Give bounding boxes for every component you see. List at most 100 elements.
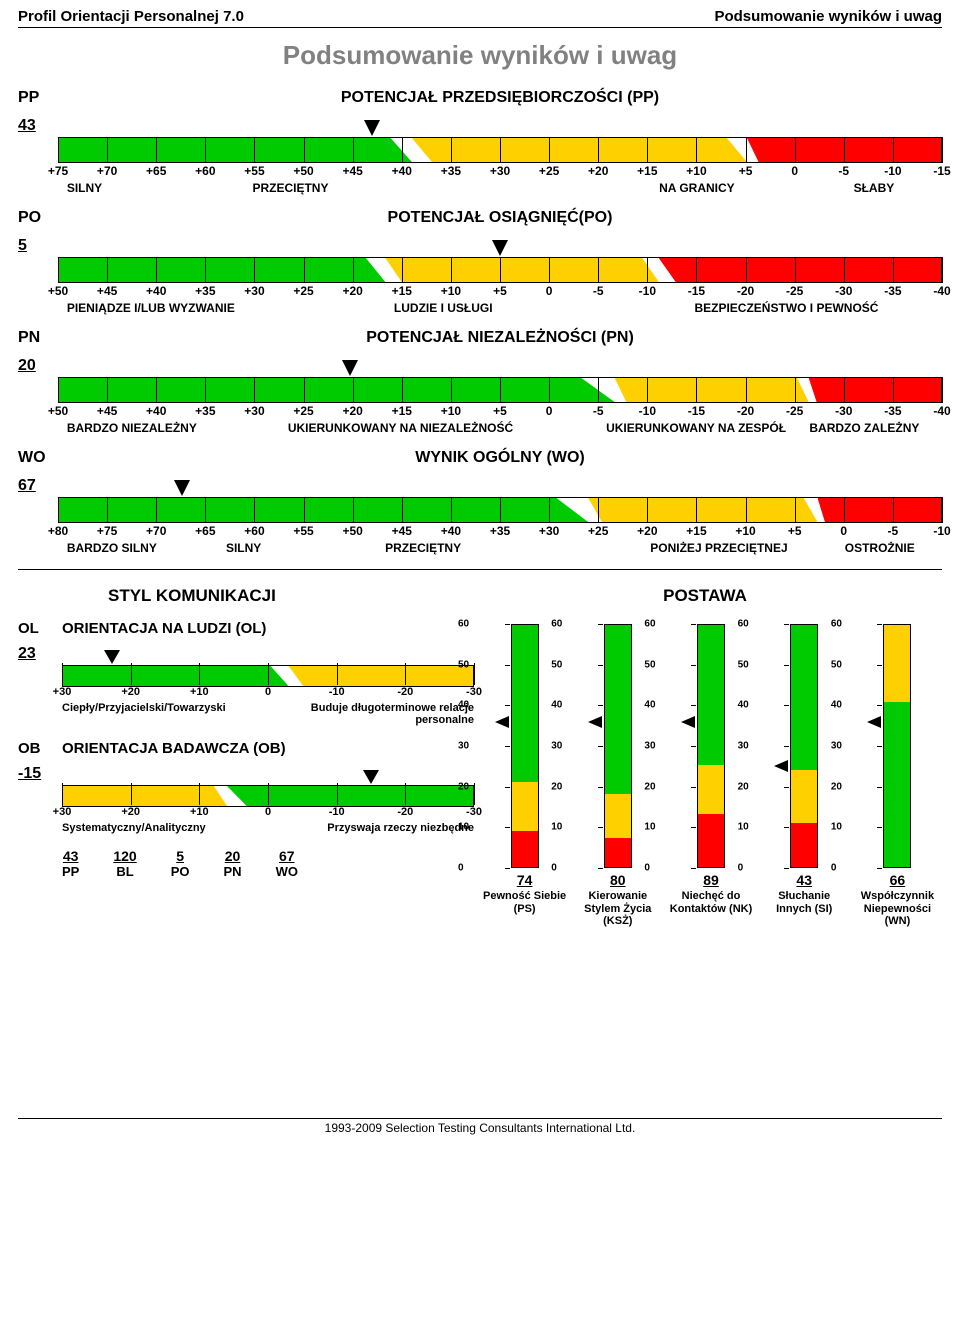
summary-code: PN (224, 864, 242, 879)
vtick-label: 60 (551, 619, 562, 630)
tick-label: +35 (441, 164, 461, 178)
arrow-icon (363, 770, 379, 784)
tick-label: +10 (735, 524, 755, 538)
tick-label: -20 (737, 284, 754, 298)
tick-label: -40 (933, 404, 950, 418)
tick-label: +25 (293, 284, 313, 298)
zone-label: LUDZIE I USŁUGI (394, 301, 493, 315)
tick-label: +40 (146, 284, 166, 298)
tick-label: +30 (244, 284, 264, 298)
tick-label: 0 (265, 806, 271, 818)
tick-label: -20 (397, 806, 413, 818)
scale-score: 5 (18, 237, 58, 255)
vtick-label: 40 (831, 700, 842, 711)
vbar-score: 74 (517, 872, 533, 888)
summary-code: PO (171, 864, 190, 879)
tick-label: +30 (244, 404, 264, 418)
vbar-label: Słuchanie Innych (SI) (760, 890, 849, 915)
tick-label: +25 (588, 524, 608, 538)
zone-label: PIENIĄDZE I/LUB WYZWANIE (67, 301, 235, 315)
tick-label: +50 (48, 404, 68, 418)
tick-label: +20 (588, 164, 608, 178)
summary-value: 120 (113, 848, 136, 864)
summary-value: 67 (276, 848, 298, 864)
vtick-label: 0 (458, 863, 464, 874)
scale-title: POTENCJAŁ NIEZALEŻNOŚCI (PN) (58, 329, 942, 347)
tick-label: +45 (97, 284, 117, 298)
tick-label: -15 (933, 164, 950, 178)
tick-label: +10 (190, 806, 209, 818)
zone-label: BARDZO SILNY (67, 541, 157, 555)
vtick-label: 0 (551, 863, 557, 874)
arrow-icon (867, 716, 881, 728)
tick-label: -5 (593, 404, 604, 418)
vtick-label: 50 (551, 659, 562, 670)
tick-label: +75 (48, 164, 68, 178)
tick-label: -10 (329, 686, 345, 698)
ticks: +50+45+40+35+30+25+20+15+10+50-5-10-15-2… (58, 405, 942, 419)
vtick-label: 0 (738, 863, 744, 874)
vtick-label: 20 (738, 781, 749, 792)
summary-value: 5 (171, 848, 190, 864)
zone-label: BEZPIECZEŃSTWO I PEWNOŚĆ (694, 301, 878, 315)
vtick-label: 0 (644, 863, 650, 874)
vtick-label: 40 (458, 700, 469, 711)
tick-label: +15 (637, 164, 657, 178)
arrow-icon (174, 480, 190, 496)
vbar-label: Pewność Siebie (PS) (480, 890, 569, 915)
vtick-label: 40 (551, 700, 562, 711)
vbar-score: 43 (796, 872, 812, 888)
tick-label: +20 (342, 404, 362, 418)
tick-label: +30 (539, 524, 559, 538)
main-title: Podsumowanie wyników i uwag (18, 40, 942, 71)
zone-label: SILNY (226, 541, 261, 555)
scale-code: PP (18, 89, 58, 107)
tick-label: -20 (397, 686, 413, 698)
tick-label: +45 (342, 164, 362, 178)
tick-label: -10 (639, 284, 656, 298)
tick-label: +40 (146, 404, 166, 418)
tick-label: -30 (835, 284, 852, 298)
tick-label: -40 (933, 284, 950, 298)
tick-label: +50 (293, 164, 313, 178)
mini-label-left: Ciepły/Przyjacielski/Towarzyski (62, 702, 226, 726)
vbar-label: Niechęć do Kontaktów (NK) (666, 890, 755, 915)
ticks: +50+45+40+35+30+25+20+15+10+50-5-10-15-2… (58, 285, 942, 299)
zone-label: PRZECIĘTNY (385, 541, 461, 555)
vbar-label: Kierowanie Stylem Życia (KSŻ) (573, 890, 662, 928)
footer: 1993-2009 Selection Testing Consultants … (18, 1118, 942, 1135)
scale-title: POTENCJAŁ OSIĄGNIĘĆ(PO) (58, 209, 942, 227)
tick-label: -10 (933, 524, 950, 538)
tick-label: -35 (884, 404, 901, 418)
scale-code: PN (18, 329, 58, 347)
tick-label: +60 (195, 164, 215, 178)
vtick-label: 20 (551, 781, 562, 792)
tick-label: +5 (788, 524, 802, 538)
vbar (883, 624, 911, 868)
tick-label: -10 (884, 164, 901, 178)
scale-code: WO (18, 449, 58, 467)
vtick-label: 30 (831, 741, 842, 752)
tick-label: +20 (342, 284, 362, 298)
tick-label: 0 (265, 686, 271, 698)
vtick-label: 30 (644, 741, 655, 752)
tick-label: +10 (190, 686, 209, 698)
zone-label: BARDZO NIEZALEŻNY (67, 421, 197, 435)
tick-label: -5 (888, 524, 899, 538)
tick-label: 0 (840, 524, 847, 538)
tick-label: +15 (392, 404, 412, 418)
mini-score: 23 (18, 645, 58, 663)
vtick-label: 10 (738, 822, 749, 833)
vtick-label: 30 (458, 741, 469, 752)
tick-label: +40 (392, 164, 412, 178)
mini-code: OL (18, 620, 62, 637)
arrow-icon (495, 716, 509, 728)
tick-label: +50 (342, 524, 362, 538)
vtick-label: 60 (831, 619, 842, 630)
styl-title: STYL KOMUNIKACJI (108, 586, 468, 606)
tick-label: +50 (48, 284, 68, 298)
mini-score: -15 (18, 765, 58, 783)
tick-label: -10 (329, 806, 345, 818)
vtick-label: 10 (644, 822, 655, 833)
mini-title: ORIENTACJA BADAWCZA (OB) (62, 740, 474, 757)
